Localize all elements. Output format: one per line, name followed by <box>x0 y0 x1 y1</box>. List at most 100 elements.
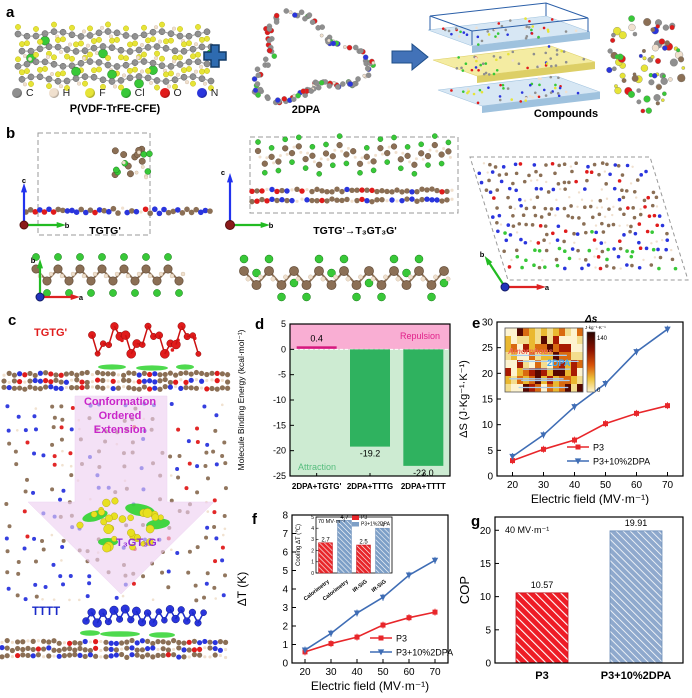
f-atom <box>114 36 120 43</box>
c-atom <box>438 151 445 158</box>
atom <box>23 380 27 384</box>
inset-title: Δs <box>584 314 598 325</box>
layer-molecule-dot <box>555 48 559 52</box>
atom <box>359 187 365 193</box>
f-atom <box>19 41 25 48</box>
atom <box>254 198 260 204</box>
atom <box>628 229 632 234</box>
atom-color-dot <box>120 88 131 98</box>
c-atom <box>295 143 302 150</box>
atom <box>23 489 28 494</box>
atom <box>508 233 513 237</box>
tgtg-chain-red <box>88 322 202 359</box>
h-atom <box>319 157 323 161</box>
colorbar <box>586 331 596 393</box>
atom <box>504 172 509 177</box>
layer-front <box>477 62 595 83</box>
atom <box>629 224 633 229</box>
atom <box>655 101 660 106</box>
atom <box>524 258 528 263</box>
atom <box>141 370 147 377</box>
h-atom <box>112 84 117 89</box>
atom <box>93 639 99 645</box>
atom <box>364 198 370 204</box>
y-tick-label: 0 <box>485 659 491 670</box>
atom <box>93 653 99 659</box>
atom <box>295 199 299 203</box>
atom <box>195 426 200 431</box>
atom <box>176 427 181 432</box>
cl-atom <box>323 141 329 148</box>
atom <box>144 168 152 175</box>
atom <box>33 427 38 432</box>
atom <box>354 187 360 193</box>
c-atom <box>339 266 349 276</box>
heatmap-cell <box>505 352 511 360</box>
y-tick-label: -20 <box>273 446 286 456</box>
h-atom <box>50 72 55 77</box>
atom <box>492 196 496 200</box>
layer-molecule-dot <box>474 66 478 69</box>
atom <box>11 372 17 378</box>
atom <box>600 206 604 209</box>
atom <box>46 645 52 651</box>
layer-molecule-dot <box>457 35 461 38</box>
atom <box>283 8 290 14</box>
axis-a-arrow-head <box>70 293 80 301</box>
atom <box>673 266 678 271</box>
atom <box>145 524 155 534</box>
axis-label-b: b <box>31 256 36 265</box>
h-atom <box>258 274 263 280</box>
heatmap-cell <box>541 344 547 352</box>
y-tick-label: 2 <box>282 622 288 633</box>
x-tick-label: 50 <box>377 667 389 678</box>
atom <box>69 385 75 391</box>
atom-color-dot <box>159 88 170 98</box>
layer-molecule-dot <box>554 83 557 87</box>
marker-triangle <box>633 349 640 356</box>
atom <box>162 371 168 378</box>
atom <box>146 150 153 158</box>
atom <box>543 206 548 211</box>
cl-atom <box>264 254 274 264</box>
atom <box>612 66 617 72</box>
compound-layers <box>427 2 601 113</box>
atom <box>5 404 10 409</box>
f-atom <box>168 70 174 77</box>
cl-atom <box>164 253 172 261</box>
marker-square <box>432 609 438 615</box>
atom <box>424 196 430 202</box>
atom <box>122 385 126 389</box>
atom <box>151 598 155 601</box>
atom <box>32 414 37 419</box>
arrow-caption-line: Conformation <box>83 396 157 408</box>
f-atom <box>190 80 196 87</box>
atom <box>95 370 101 376</box>
lattice-cell <box>469 156 689 281</box>
atom <box>499 223 503 226</box>
h-atom <box>374 153 378 157</box>
layer-molecule-dot <box>476 101 480 105</box>
atom <box>650 203 655 208</box>
atom <box>364 65 371 72</box>
f-atom <box>204 68 210 74</box>
atom <box>187 461 192 466</box>
axis-origin-ball <box>500 282 510 292</box>
f-atom <box>145 68 151 74</box>
atom <box>35 646 42 652</box>
h-atom <box>270 276 276 282</box>
marker-triangle <box>602 381 609 387</box>
c-atom <box>384 149 391 157</box>
atom <box>252 87 259 93</box>
atom <box>292 12 298 18</box>
atom <box>217 647 223 653</box>
heatmap-cell <box>535 368 541 376</box>
atom <box>105 371 111 377</box>
atom <box>636 88 641 93</box>
inset-bar-value: 4.7 <box>340 515 349 521</box>
bond <box>91 334 99 354</box>
atom <box>577 191 581 194</box>
atom <box>574 161 578 166</box>
atom <box>570 215 575 220</box>
axis-c-arrow-head <box>226 173 234 183</box>
